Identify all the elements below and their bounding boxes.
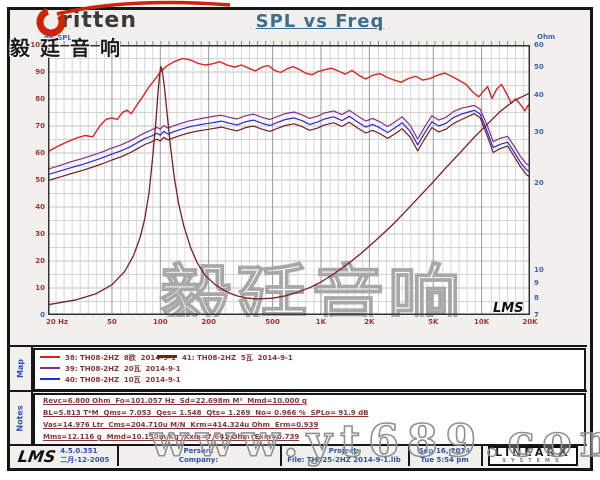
center-chinese-watermark: 毅廷音响 <box>160 257 464 317</box>
legend-swatch <box>40 356 60 358</box>
notes-sidebar: Notes <box>10 392 33 444</box>
y-left-tick-90: 90 <box>35 67 45 76</box>
legend-item: 39: TH08-2HZ 20瓦 2014-9-1 <box>40 364 181 374</box>
footer-brand-cell: LINEARX SYSTEMS <box>481 446 585 466</box>
notes-line-4: Mms=12.116 g Mmd=10.150m Kg Kxm=7.641 Oh… <box>43 433 300 441</box>
y-left-tick-20: 20 <box>35 256 45 265</box>
y-left-tick-100: 100 <box>30 40 45 49</box>
version-number: 4.5.0.351 <box>60 447 98 455</box>
version-block: 4.5.0.351 二月-12-2005 <box>60 447 109 465</box>
brand-logo-text: ritten <box>61 8 138 33</box>
curve-38-spl <box>48 57 530 153</box>
footer-version-cell: LMS 4.5.0.351 二月-12-2005 <box>10 446 119 466</box>
x-tick-500: 500 <box>265 318 280 326</box>
curve-41-imp <box>48 66 530 306</box>
spl-freq-plot: 毅廷音响 LMS <box>48 41 530 317</box>
footer-project-cell: Project: File: TH525-2HZ 2014-9-1.lib <box>280 446 410 466</box>
x-tick-50: 50 <box>107 318 117 326</box>
map-sidebar: Map <box>10 347 33 390</box>
curve-41-spl <box>48 112 530 182</box>
brand-chinese-text: 毅廷音响 <box>10 36 130 60</box>
y-right-tick-30: 30 <box>534 127 544 136</box>
y-left-tick-40: 40 <box>35 202 45 211</box>
notes-line-1: Revc=6.800 Ohm Fo=101.057 Hz Sd=22.698m … <box>43 397 307 405</box>
x-tick-2K: 2K <box>364 318 375 326</box>
section-divider <box>10 345 587 347</box>
file-label: File: TH525-2HZ 2014-9-1.lib <box>287 456 401 464</box>
footer-person-cell: Person: Company: <box>117 446 282 466</box>
y-left-tick-50: 50 <box>35 175 45 184</box>
y-right-axis-unit: Ohm <box>537 33 556 41</box>
legend-item: 41: TH08-2HZ 5瓦 2014-9-1 <box>157 353 293 363</box>
y-right-tick-40: 40 <box>534 91 544 100</box>
report-time: Tue 5:54 pm <box>420 456 469 464</box>
person-label: Person: <box>183 447 214 455</box>
legend-label: 39: TH08-2HZ 20瓦 2014-9-1 <box>65 365 181 373</box>
x-tick-20 Hz: 20 Hz <box>46 318 69 326</box>
curve-40-spl <box>48 109 530 176</box>
project-label: Project: <box>328 447 360 455</box>
linearx-systems-text: SYSTEMS <box>502 458 564 464</box>
y-left-tick-10: 10 <box>35 283 45 292</box>
notes-line-2: BL=5.813 T*M Qms= 7.053 Qes= 1.548 Qts= … <box>43 409 369 417</box>
legend-label: 38: TH08-2HZ 8欧 2014-9-1 <box>65 354 176 362</box>
legend-label: 41: TH08-2HZ 5瓦 2014-9-1 <box>182 354 293 362</box>
x-tick-100: 100 <box>152 318 168 326</box>
y-right-tick-7: 7 <box>534 310 539 319</box>
legend-swatch <box>40 378 60 380</box>
section-divider <box>10 390 587 392</box>
y-right-tick-10: 10 <box>534 265 544 274</box>
lms-plot-logo: LMS <box>493 301 524 316</box>
map-sidebar-label: Map <box>16 358 25 379</box>
y-left-tick-70: 70 <box>35 121 45 130</box>
page-title: SPL vs Freq <box>255 11 385 32</box>
linearx-wordmark: LINEARX <box>495 445 571 460</box>
legend-swatch <box>40 367 60 369</box>
lms-footer-logo: LMS <box>16 446 57 466</box>
y-left-axis-unit: dB-SPL <box>44 34 72 42</box>
version-date: 二月-12-2005 <box>60 456 110 464</box>
y-right-tick-50: 50 <box>534 63 544 72</box>
y-right-tick-20: 20 <box>534 178 544 187</box>
company-label: Company: <box>178 456 219 464</box>
x-tick-20K: 20K <box>522 318 538 326</box>
y-right-tick-9: 9 <box>534 278 539 287</box>
y-right-tick-8: 8 <box>534 293 539 302</box>
legend-box: 38: TH08-2HZ 8欧 2014-9-1 39: TH08-2HZ 20瓦… <box>33 348 586 391</box>
notes-line-3: Vas=14.976 Ltr Cms=204.710u M/N Krm=414.… <box>43 421 319 429</box>
footer-date-cell: Sep 16, 2014 Tue 5:54 pm <box>408 446 483 466</box>
report-date: Sep 16, 2014 <box>418 447 471 455</box>
notes-box: Revc=6.800 Ohm Fo=101.057 Hz Sd=22.698m … <box>33 393 586 446</box>
y-right-tick-60: 60 <box>534 40 544 49</box>
legend-item: 40: TH08-2HZ 10瓦 2014-9-1 <box>40 375 181 385</box>
x-tick-200: 200 <box>201 318 216 326</box>
section-divider <box>10 444 587 446</box>
plot-frame <box>48 45 530 315</box>
y-left-tick-0: 0 <box>40 310 45 319</box>
notes-sidebar-label: Notes <box>16 404 26 432</box>
y-left-tick-60: 60 <box>35 148 45 157</box>
plot-grid <box>48 41 530 315</box>
plot-curves <box>48 45 530 315</box>
legend-item: 38: TH08-2HZ 8欧 2014-9-1 <box>40 353 176 363</box>
x-tick-10K: 10K <box>474 318 490 326</box>
curve-39-spl <box>48 104 530 170</box>
y-left-tick-80: 80 <box>35 94 45 103</box>
x-tick-5K: 5K <box>428 318 439 326</box>
x-tick-1K: 1K <box>315 318 327 326</box>
linearx-logo: LINEARX SYSTEMS <box>488 446 578 466</box>
legend-swatch <box>157 355 177 358</box>
y-left-tick-30: 30 <box>35 229 45 238</box>
legend-label: 40: TH08-2HZ 10瓦 2014-9-1 <box>65 376 181 384</box>
